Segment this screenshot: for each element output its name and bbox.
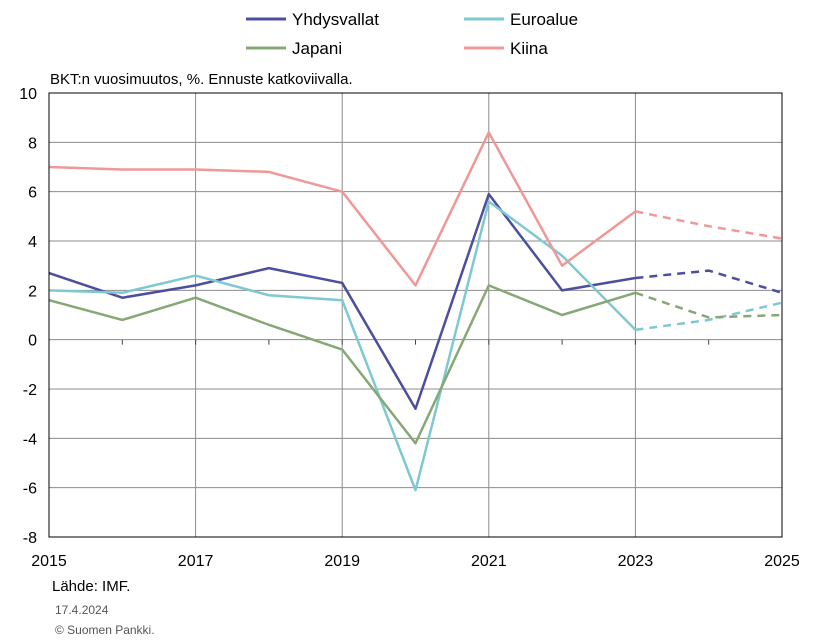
legend: Yhdysvallat Euroalue Japani Kiina [246,10,578,58]
chart-subtitle: BKT:n vuosimuutos, %. Ennuste katkoviiva… [50,71,353,88]
x-tick-marks [48,339,783,345]
x-tick-labels: 2015 2017 2019 2021 2023 2025 [31,553,800,570]
forecast-line-euroalue [635,301,783,332]
gridlines [49,92,782,538]
series-line-kiina [48,131,637,287]
y-tick-labels: 10 8 6 4 2 0 -2 -4 -6 -8 [19,86,37,547]
series-line-euroalue [48,200,637,492]
forecast-line-japani [635,291,783,319]
y-tick-label: 0 [28,333,37,350]
series-lines [48,131,783,492]
source-note: Lähde: IMF. [52,578,131,595]
x-tick-label: 2025 [764,553,800,570]
legend-label-euroalue: Euroalue [510,10,578,29]
forecast-line-kiina [635,210,783,240]
legend-label-kiina: Kiina [510,39,548,58]
plot-frame [48,92,783,538]
series-line-japani [48,284,636,445]
legend-label-japani: Japani [292,39,342,58]
y-tick-label: 2 [28,283,37,300]
y-tick-label: 6 [28,185,37,202]
publication-date: 17.4.2024 [55,603,109,617]
y-tick-label: -2 [23,382,37,399]
x-tick-label: 2021 [471,553,507,570]
y-tick-label: -6 [23,481,37,498]
x-tick-label: 2015 [31,553,67,570]
forecast-line-yhdysvallat [635,269,783,294]
y-tick-label: -8 [23,530,37,547]
x-tick-label: 2023 [618,553,654,570]
legend-label-yhdysvallat: Yhdysvallat [292,10,379,29]
y-tick-label: -4 [23,431,37,448]
x-tick-label: 2017 [178,553,214,570]
copyright-note: © Suomen Pankki. [55,623,155,637]
y-tick-label: 4 [28,234,37,251]
y-tick-label: 8 [28,135,37,152]
x-tick-label: 2019 [324,553,360,570]
y-tick-label: 10 [19,86,37,103]
series-line-yhdysvallat [48,192,636,410]
